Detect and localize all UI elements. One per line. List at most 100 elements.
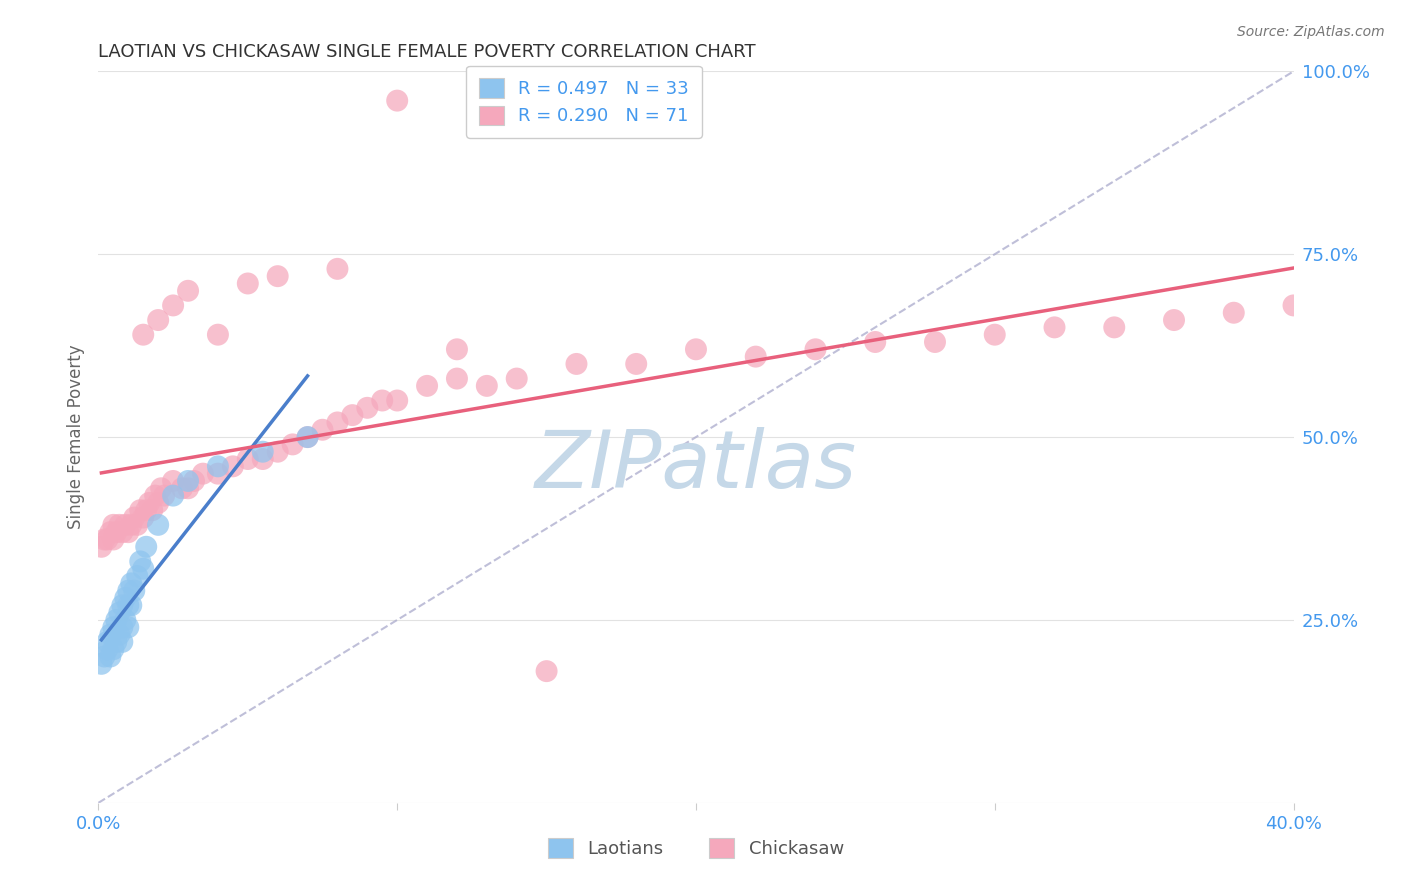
Point [150, 481, 173, 495]
Point [96, 533, 118, 547]
Legend: Laotians, Chickasaw: Laotians, Chickasaw [538, 829, 853, 867]
Point [416, 379, 439, 393]
Point [96, 642, 118, 657]
Point [103, 642, 125, 657]
Point [98, 627, 122, 641]
Point [132, 562, 155, 576]
Point [98, 525, 122, 540]
Point [103, 517, 125, 532]
Point [105, 525, 128, 540]
Point [207, 327, 229, 342]
Point [108, 627, 131, 641]
Point [129, 503, 152, 517]
Point [162, 474, 184, 488]
Point [117, 583, 139, 598]
Point [120, 576, 142, 591]
Point [311, 423, 333, 437]
Point [132, 327, 155, 342]
Point [114, 591, 136, 605]
Point [124, 583, 146, 598]
Point [236, 452, 259, 467]
Point [111, 525, 134, 540]
Point [177, 474, 200, 488]
Point [1104, 320, 1126, 334]
Point [685, 343, 707, 357]
Point [153, 489, 176, 503]
Point [207, 459, 229, 474]
Point [172, 481, 194, 495]
Point [236, 277, 259, 291]
Point [984, 327, 1007, 342]
Point [120, 599, 142, 613]
Point [1043, 320, 1066, 334]
Point [127, 517, 149, 532]
Point [124, 510, 146, 524]
Point [342, 408, 364, 422]
Point [297, 430, 319, 444]
Point [177, 481, 200, 495]
Point [191, 467, 214, 481]
Point [183, 474, 205, 488]
Point [626, 357, 648, 371]
Point [924, 334, 946, 349]
Point [103, 620, 125, 634]
Point [120, 517, 142, 532]
Point [111, 599, 134, 613]
Point [90, 657, 112, 671]
Point [385, 94, 409, 108]
Point [446, 371, 468, 385]
Point [297, 430, 319, 444]
Point [745, 350, 768, 364]
Text: Source: ZipAtlas.com: Source: ZipAtlas.com [1237, 25, 1385, 39]
Point [141, 503, 163, 517]
Point [177, 284, 200, 298]
Point [105, 635, 128, 649]
Point [356, 401, 378, 415]
Point [108, 606, 131, 620]
Point [127, 569, 149, 583]
Point [111, 635, 134, 649]
Point [114, 613, 136, 627]
Point [135, 503, 157, 517]
Y-axis label: Single Female Poverty: Single Female Poverty [67, 345, 86, 529]
Text: LAOTIAN VS CHICKASAW SINGLE FEMALE POVERTY CORRELATION CHART: LAOTIAN VS CHICKASAW SINGLE FEMALE POVER… [98, 44, 756, 62]
Point [326, 261, 349, 276]
Point [148, 517, 170, 532]
Point [267, 444, 290, 458]
Point [117, 620, 139, 634]
Point [148, 313, 170, 327]
Point [143, 489, 166, 503]
Point [222, 459, 245, 474]
Text: ZIPatlas: ZIPatlas [534, 427, 858, 506]
Point [162, 298, 184, 312]
Point [1163, 313, 1185, 327]
Point [281, 437, 304, 451]
Point [326, 416, 349, 430]
Point [93, 533, 115, 547]
Point [103, 533, 125, 547]
Point [1282, 298, 1305, 312]
Point [98, 649, 122, 664]
Point [129, 554, 152, 568]
Point [804, 343, 827, 357]
Point [96, 635, 118, 649]
Point [162, 489, 184, 503]
Point [135, 540, 157, 554]
Point [267, 269, 290, 284]
Point [132, 510, 155, 524]
Point [90, 540, 112, 554]
Point [108, 517, 131, 532]
Point [93, 649, 115, 664]
Point [117, 525, 139, 540]
Point [252, 444, 274, 458]
Point [207, 467, 229, 481]
Point [371, 393, 394, 408]
Point [446, 343, 468, 357]
Point [138, 496, 160, 510]
Point [117, 599, 139, 613]
Point [506, 371, 529, 385]
Point [565, 357, 588, 371]
Point [111, 620, 134, 634]
Point [536, 664, 558, 678]
Point [114, 517, 136, 532]
